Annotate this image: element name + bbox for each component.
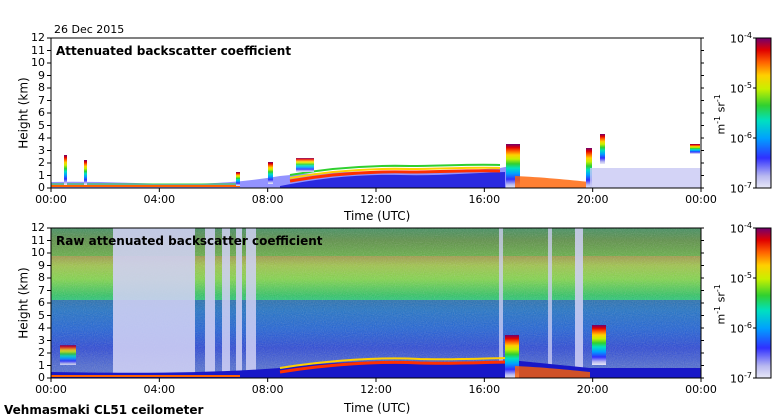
top-ylabel: Height (km) bbox=[16, 77, 31, 149]
top-xlabel: Time (UTC) bbox=[344, 209, 411, 223]
x-tick-label: 00:00 bbox=[685, 193, 717, 206]
bottom-clear-window-2 bbox=[205, 228, 215, 378]
instrument-caption: Vehmasmaki CL51 ceilometer bbox=[4, 403, 204, 417]
y-tick-label: 4 bbox=[38, 131, 45, 144]
colorbar-tick-label: 10-5 bbox=[730, 271, 752, 286]
top-cloud-20h bbox=[586, 148, 592, 188]
colorbar-tick-label: 10-4 bbox=[730, 31, 752, 46]
x-tick-label: 00:00 bbox=[35, 193, 67, 206]
colorbar-tick-label: 10-6 bbox=[730, 321, 752, 336]
top-cloud-early bbox=[64, 155, 67, 185]
bottom-cloud-17h-base bbox=[515, 366, 590, 378]
bottom-cloud-early bbox=[60, 345, 76, 365]
y-tick-label: 10 bbox=[31, 246, 45, 259]
x-tick-label: 04:00 bbox=[143, 383, 176, 396]
bottom-colorbar bbox=[755, 227, 772, 379]
y-tick-label: 11 bbox=[31, 233, 45, 247]
top-colorbar bbox=[755, 37, 772, 189]
bottom-clear-window-5 bbox=[246, 228, 256, 378]
x-tick-label: 08:00 bbox=[251, 383, 284, 396]
top-layer-top-green bbox=[289, 163, 501, 176]
colorbar-tick-label: 10-7 bbox=[730, 371, 752, 386]
x-tick-label: 08:00 bbox=[251, 193, 284, 206]
y-tick-label: 7 bbox=[38, 93, 45, 107]
y-tick-label: 8 bbox=[38, 271, 45, 284]
top-cloud-morning bbox=[236, 172, 240, 186]
y-tick-label: 2 bbox=[38, 346, 45, 359]
colorbar-tick-label: 10-4 bbox=[730, 221, 752, 236]
date-label: 26 Dec 2015 bbox=[54, 23, 125, 36]
bottom-xlabel: Time (UTC) bbox=[344, 401, 411, 415]
bottom-panel bbox=[50, 227, 702, 379]
top-cloud-20h-2 bbox=[600, 134, 605, 164]
top-layer-top-red bbox=[289, 169, 501, 183]
y-tick-label: 9 bbox=[38, 68, 45, 82]
colorbar-tick-label: 10-5 bbox=[730, 81, 752, 96]
bottom-clear-window-4 bbox=[236, 228, 242, 378]
y-tick-label: 8 bbox=[38, 81, 45, 94]
y-tick-label: 4 bbox=[38, 321, 45, 334]
x-tick-label: 20:00 bbox=[576, 383, 609, 396]
top-colorbar-unit: m-1 sr-1 bbox=[712, 94, 728, 135]
bottom-colorbar-strip bbox=[755, 227, 772, 379]
bottom-clear-window-3 bbox=[222, 228, 230, 378]
x-tick-label: 16:00 bbox=[468, 383, 501, 396]
y-tick-label: 6 bbox=[38, 106, 45, 119]
colorbar-tick-label: 10-7 bbox=[730, 181, 752, 196]
top-panel-title: Attenuated backscatter coefficient bbox=[56, 44, 292, 58]
bottom-colorbar-unit: m-1 sr-1 bbox=[712, 284, 728, 325]
colorbar-tick-label: 10-6 bbox=[730, 131, 752, 146]
y-tick-label: 5 bbox=[38, 308, 45, 322]
x-tick-label: 12:00 bbox=[360, 193, 392, 206]
y-tick-label: 0 bbox=[38, 371, 45, 384]
y-tick-label: 3 bbox=[38, 333, 45, 347]
top-colorbar-strip bbox=[755, 37, 772, 189]
y-tick-label: 6 bbox=[38, 296, 45, 309]
top-cloud-late bbox=[690, 144, 700, 154]
bottom-ylabel: Height (km) bbox=[16, 267, 31, 339]
x-tick-label: 20:00 bbox=[576, 193, 609, 206]
y-tick-label: 11 bbox=[31, 43, 45, 57]
top-cloud-early-2 bbox=[84, 160, 87, 185]
bottom-clear-window-7 bbox=[548, 228, 552, 378]
bottom-layer-top-yellow bbox=[279, 357, 511, 369]
bottom-panel-title: Raw attenuated backscatter coefficient bbox=[56, 234, 323, 248]
y-tick-label: 7 bbox=[38, 283, 45, 297]
y-tick-label: 5 bbox=[38, 118, 45, 132]
bottom-cloud-20h bbox=[592, 325, 606, 365]
axis-ticks bbox=[47, 37, 756, 382]
x-tick-label: 00:00 bbox=[35, 383, 67, 396]
top-layer-top-yellow bbox=[289, 166, 501, 179]
y-tick-label: 1 bbox=[38, 358, 45, 372]
y-tick-label: 12 bbox=[31, 31, 45, 44]
bottom-clear-window-1 bbox=[113, 228, 195, 378]
x-tick-label: 00:00 bbox=[685, 383, 717, 396]
bottom-layer-top-red bbox=[279, 360, 511, 374]
x-tick-label: 04:00 bbox=[143, 193, 176, 206]
top-haze-evening bbox=[590, 168, 701, 188]
y-tick-label: 9 bbox=[38, 258, 45, 272]
y-tick-label: 10 bbox=[31, 56, 45, 69]
top-boundary-layer-dense bbox=[280, 172, 505, 188]
y-tick-label: 0 bbox=[38, 181, 45, 194]
bottom-clear-window-8 bbox=[575, 228, 583, 378]
top-cloud-09h bbox=[296, 158, 314, 172]
top-panel bbox=[50, 37, 702, 189]
y-tick-label: 2 bbox=[38, 156, 45, 169]
x-tick-label: 16:00 bbox=[468, 193, 501, 206]
bottom-clear-window-6 bbox=[499, 228, 503, 378]
top-plot-background bbox=[51, 38, 701, 188]
x-tick-label: 12:00 bbox=[360, 383, 392, 396]
top-cloud-morning-2 bbox=[268, 162, 273, 184]
y-tick-label: 12 bbox=[31, 221, 45, 234]
y-tick-label: 1 bbox=[38, 168, 45, 182]
y-tick-label: 3 bbox=[38, 143, 45, 157]
top-cloud-17h-base bbox=[515, 176, 590, 188]
